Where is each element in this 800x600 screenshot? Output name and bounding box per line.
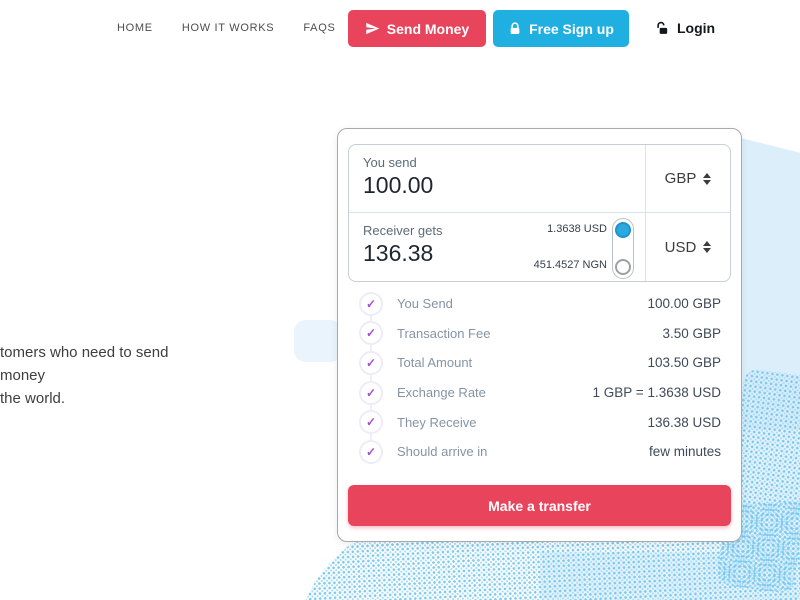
lock-closed-icon [508,21,522,36]
receiver-gets-row: Receiver gets [349,213,645,281]
nav-links: HOME HOW IT WORKS FAQS [117,0,336,56]
amount-input-box: You send GBP Receiver gets USD 1.3638 US… [348,144,731,282]
summary-row-exchange-rate: ✓ Exchange Rate 1 GBP = 1.3638 USD [359,369,721,416]
you-send-input[interactable] [363,172,523,199]
top-navbar: HOME HOW IT WORKS FAQS Send Money Free S… [0,0,800,56]
background-blob-small [294,320,342,362]
summary-label: You Send [397,296,453,312]
free-signup-label: Free Sign up [529,20,614,37]
summary-value: few minutes [648,444,721,460]
check-icon: ✓ [365,296,377,311]
hero-line-1: tomers who need to send money [0,344,169,384]
currency-toggle[interactable] [612,218,634,279]
transfer-summary: ✓ You Send 100.00 GBP ✓ Transaction Fee … [359,289,721,467]
nav-item-home[interactable]: HOME [117,22,153,34]
make-transfer-button[interactable]: Make a transfer [348,485,731,526]
send-currency-select[interactable]: GBP [645,145,730,213]
summary-value: 100.00 GBP [647,296,721,312]
paper-plane-icon [365,21,380,36]
transfer-calculator-card: You send GBP Receiver gets USD 1.3638 US… [337,128,742,542]
summary-value: 136.38 USD [647,414,721,430]
nav-item-faqs[interactable]: FAQS [303,22,336,34]
login-label: Login [677,20,716,36]
radio-usd-selected[interactable] [615,222,631,238]
summary-value: 3.50 GBP [662,325,721,341]
send-money-label: Send Money [386,20,470,37]
summary-label: Should arrive in [397,444,488,460]
rate-option-ngn-label: 451.4527 NGN [533,259,607,271]
summary-label: Exchange Rate [397,385,486,401]
check-circle: ✓ [359,410,383,435]
nav-item-how-it-works[interactable]: HOW IT WORKS [181,22,275,34]
free-signup-button[interactable]: Free Sign up [493,10,629,47]
lock-open-icon [655,21,670,36]
check-icon: ✓ [365,415,377,430]
check-icon: ✓ [365,355,377,370]
radio-ngn-unselected[interactable] [615,259,631,275]
you-send-row: You send [349,145,645,213]
summary-value: 103.50 GBP [647,355,721,371]
check-icon: ✓ [365,385,377,400]
summary-row-you-send: ✓ You Send 100.00 GBP [359,289,721,327]
rate-option-usd-label: 1.3638 USD [547,223,607,235]
check-icon: ✓ [365,444,377,459]
receive-currency-select[interactable]: USD [645,213,730,281]
summary-value: 1 GBP = 1.3638 USD [592,385,721,401]
login-link[interactable]: Login [655,0,715,56]
receiver-gets-label: Receiver gets [363,223,443,238]
check-icon: ✓ [365,326,377,341]
summary-label: Total Amount [397,355,473,371]
hero-line-2: the world. [0,390,66,407]
summary-label: They Receive [397,414,477,430]
send-money-button[interactable]: Send Money [348,10,486,47]
you-send-label: You send [363,155,417,170]
hero-paragraph: tomers who need to send money the world. [0,341,215,410]
check-circle: ✓ [359,291,383,316]
check-circle: ✓ [359,350,383,375]
receiver-gets-input[interactable] [363,240,523,267]
check-circle: ✓ [359,321,383,346]
check-circle: ✓ [359,380,383,405]
chevron-updown-icon [703,172,712,185]
summary-label: Transaction Fee [397,325,491,341]
receive-currency-value: USD [664,238,697,256]
summary-row-arrival: ✓ Should arrive in few minutes [359,428,721,467]
summary-row-they-receive: ✓ They Receive 136.38 USD [359,399,721,445]
chevron-updown-icon [703,241,712,253]
summary-row-total-amount: ✓ Total Amount 103.50 GBP [359,340,721,386]
check-circle: ✓ [359,439,383,464]
summary-row-transaction-fee: ✓ Transaction Fee 3.50 GBP [359,310,721,357]
send-currency-value: GBP [664,170,697,187]
